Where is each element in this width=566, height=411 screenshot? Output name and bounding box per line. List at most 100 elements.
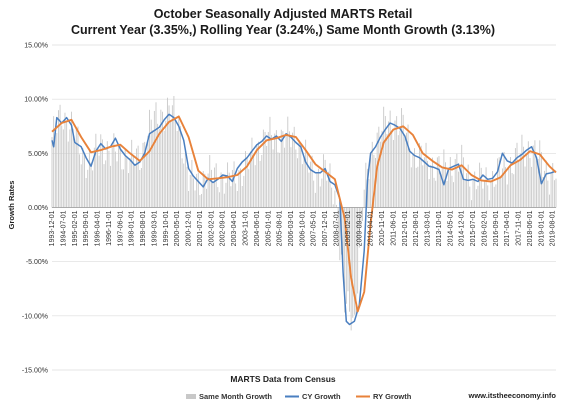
bar: [391, 130, 393, 208]
bar: [274, 133, 276, 208]
bar: [505, 167, 507, 208]
bar: [378, 126, 380, 208]
bar: [454, 159, 456, 208]
bar: [176, 130, 178, 208]
x-tick-label: 2019-08-01: [550, 210, 557, 246]
bar: [345, 207, 347, 304]
bar: [223, 193, 225, 208]
bar: [464, 180, 466, 208]
bar: [269, 116, 271, 208]
bar: [79, 154, 81, 208]
bar: [140, 167, 142, 208]
bar: [157, 123, 159, 208]
bar: [467, 164, 469, 208]
x-tick-label: 1999-10-01: [163, 210, 170, 246]
bar: [355, 207, 357, 315]
bar: [67, 141, 69, 208]
bar: [337, 207, 339, 245]
bar: [482, 188, 484, 208]
bar: [153, 110, 155, 208]
bar: [309, 161, 311, 208]
bar: [529, 158, 531, 208]
x-tick-label: 1996-04-01: [95, 210, 102, 246]
bar: [84, 155, 85, 208]
bar: [544, 170, 546, 208]
bar: [184, 150, 186, 208]
bar: [147, 135, 149, 208]
bar: [53, 116, 55, 208]
bar: [80, 164, 82, 208]
bar: [98, 155, 100, 208]
bar: [220, 172, 222, 208]
x-tick-label: 2005-08-01: [277, 210, 284, 246]
bar: [95, 133, 97, 208]
bar: [181, 158, 183, 208]
bar: [230, 186, 232, 208]
bar: [399, 130, 401, 208]
bar: [404, 138, 406, 208]
x-tick-label: 2008-07-01: [334, 210, 341, 246]
bar: [262, 129, 264, 208]
bar: [500, 175, 502, 208]
bar: [394, 120, 396, 208]
y-tick-label: -15.00%: [22, 368, 48, 375]
x-tick-label: 2016-09-01: [493, 210, 500, 246]
bar: [417, 166, 419, 208]
bar: [519, 153, 521, 208]
bar: [214, 167, 215, 208]
bar: [297, 158, 298, 208]
x-tick-label: 2007-05-01: [311, 210, 318, 246]
bar: [501, 168, 503, 208]
bar: [285, 135, 287, 208]
bar: [446, 180, 448, 208]
bar: [88, 150, 90, 208]
bar: [127, 173, 129, 208]
x-tick-labels: 1993-12-01 1994-07-01 1995-02-01 1995-09-01…: [49, 210, 557, 246]
bar: [282, 131, 284, 208]
bar: [163, 130, 165, 208]
bar: [332, 204, 334, 208]
bar: [82, 148, 84, 208]
chart-subtitle: Current Year (3.35%,) Rolling Year (3.24…: [71, 23, 495, 37]
bar: [241, 186, 243, 208]
x-tick-label: 2013-03-01: [425, 210, 432, 246]
y-tick-label: 0.00%: [28, 205, 48, 212]
bar: [321, 178, 323, 208]
bar: [277, 152, 279, 208]
bar: [510, 157, 511, 208]
x-tick-label: 2014-05-01: [447, 210, 454, 246]
bar: [58, 110, 59, 208]
bar: [555, 178, 557, 208]
y-tick-label: -5.00%: [26, 259, 48, 266]
bar: [388, 121, 389, 208]
bar: [350, 207, 352, 331]
bar: [508, 168, 510, 208]
bar: [118, 143, 120, 208]
bar: [152, 130, 154, 208]
x-tick-label: 2002-09-01: [220, 210, 227, 246]
bar: [253, 156, 255, 208]
bar: [287, 116, 289, 208]
bar: [523, 146, 525, 208]
bar: [334, 190, 336, 208]
bar: [222, 175, 224, 208]
ry-growth-line: [51, 115, 557, 313]
y-tick-label: -10.00%: [22, 313, 48, 320]
bar: [420, 145, 422, 208]
bar: [238, 170, 240, 208]
bar: [188, 191, 190, 208]
x-tick-label: 2017-04-01: [504, 210, 511, 246]
bar: [56, 132, 58, 208]
bar: [215, 163, 217, 208]
bar: [503, 151, 505, 208]
bar: [272, 149, 274, 208]
bar: [514, 148, 516, 208]
x-tick-label: 2010-11-01: [379, 210, 386, 245]
bar: [160, 109, 162, 208]
x-tick-label: 2019-01-01: [538, 210, 545, 246]
bar: [72, 128, 74, 208]
x-tick-label: 1996-11-01: [106, 210, 113, 245]
bar: [475, 189, 477, 208]
bar: [550, 173, 552, 208]
